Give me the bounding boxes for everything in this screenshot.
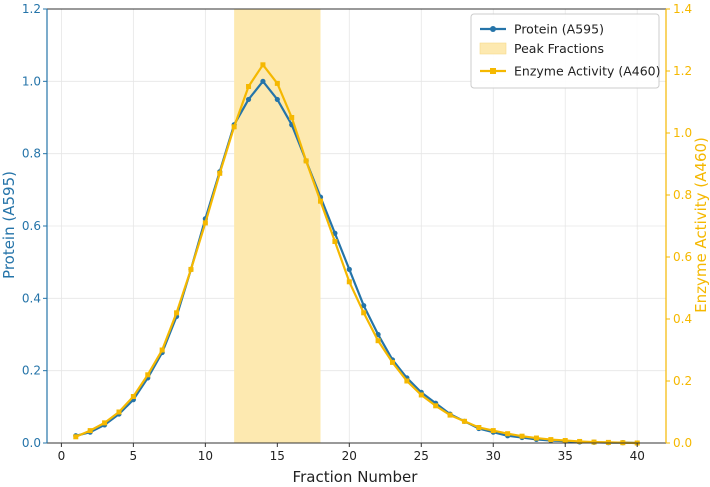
legend-frame bbox=[470, 13, 660, 89]
y-right-tick-label: 0.6 bbox=[673, 250, 692, 264]
data-point bbox=[231, 124, 237, 130]
tick-labels: 0 5 10 15 20 25 30 35 40 0.0 0.2 0.4 0.6 0.8 1.0 1.2 0.0… bbox=[22, 2, 692, 463]
x-tick-label: 15 bbox=[270, 449, 285, 463]
legend-label-protein: Protein (A595) bbox=[514, 22, 604, 37]
data-point bbox=[274, 96, 280, 103]
x-tick-label: 5 bbox=[130, 449, 138, 463]
series-enzyme-activity bbox=[73, 62, 640, 446]
data-point bbox=[130, 394, 136, 399]
legend-entry-protein: Protein (A595) bbox=[480, 22, 604, 37]
shaded-region-layer bbox=[234, 9, 321, 443]
y-right-tick-label: 1.0 bbox=[673, 126, 692, 140]
data-point bbox=[418, 392, 424, 398]
data-point bbox=[346, 266, 352, 272]
data-point bbox=[533, 435, 539, 441]
data-point bbox=[202, 220, 208, 226]
data-point bbox=[461, 418, 467, 424]
data-point bbox=[217, 170, 223, 176]
x-tick-label: 35 bbox=[558, 449, 573, 463]
data-point bbox=[361, 302, 367, 309]
data-point bbox=[577, 438, 583, 444]
data-point bbox=[332, 239, 338, 244]
legend-swatch-protein-marker bbox=[490, 26, 496, 32]
data-point bbox=[116, 409, 122, 415]
x-tick-label: 25 bbox=[414, 449, 429, 463]
y-left-tick-label: 0.0 bbox=[22, 436, 41, 450]
y-left-tick-label: 1.2 bbox=[22, 2, 41, 16]
legend-entry-peak: Peak Fractions bbox=[479, 41, 604, 56]
data-point bbox=[246, 84, 252, 89]
data-point bbox=[591, 439, 597, 445]
y-left-tick-label: 0.6 bbox=[22, 219, 41, 233]
y-right-tick-label: 1.2 bbox=[673, 64, 692, 78]
legend-label-peak: Peak Fractions bbox=[514, 41, 604, 56]
data-point bbox=[519, 433, 525, 439]
data-point bbox=[159, 347, 165, 353]
data-point bbox=[505, 431, 511, 437]
data-point bbox=[332, 230, 338, 236]
y-axis-left-title: Protein (A595) bbox=[0, 171, 18, 279]
data-point bbox=[102, 420, 108, 426]
y-right-tick-label: 0.4 bbox=[673, 312, 692, 326]
y-left-tick-label: 1.0 bbox=[22, 74, 41, 88]
series-layer bbox=[73, 62, 640, 446]
data-point bbox=[188, 266, 194, 272]
x-tick-label: 20 bbox=[342, 449, 357, 463]
data-point bbox=[404, 378, 410, 384]
x-tick-label: 10 bbox=[198, 449, 213, 463]
data-point bbox=[87, 428, 93, 434]
y-right-tick-label: 0.0 bbox=[673, 436, 692, 450]
legend-swatch-peak bbox=[479, 42, 507, 55]
data-point bbox=[361, 310, 367, 316]
x-tick-label: 40 bbox=[630, 449, 645, 463]
legend-swatch-enzyme-marker bbox=[490, 68, 496, 74]
data-point bbox=[605, 439, 611, 445]
data-point bbox=[318, 198, 324, 204]
y-right-tick-label: 0.2 bbox=[673, 374, 692, 388]
data-point bbox=[145, 372, 151, 378]
series-line bbox=[75, 80, 638, 445]
y-left-tick-label: 0.4 bbox=[22, 291, 41, 305]
x-tick-label: 30 bbox=[486, 449, 501, 463]
peak-fractions-region bbox=[234, 9, 321, 443]
legend: Protein (A595) Peak Fractions Enzyme Act… bbox=[470, 13, 661, 89]
y-left-tick-label: 0.8 bbox=[22, 147, 41, 161]
data-point bbox=[274, 80, 280, 86]
legend-label-enzyme: Enzyme Activity (A460) bbox=[514, 64, 661, 79]
data-point bbox=[562, 438, 568, 444]
data-point bbox=[375, 338, 381, 344]
data-point bbox=[303, 158, 309, 164]
y-left-tick-label: 0.2 bbox=[22, 364, 41, 378]
data-point bbox=[447, 412, 453, 418]
y-right-tick-label: 0.8 bbox=[673, 188, 692, 202]
x-axis-title: Fraction Number bbox=[293, 468, 419, 486]
data-point bbox=[260, 62, 266, 68]
data-point bbox=[174, 310, 180, 316]
data-point bbox=[245, 96, 252, 103]
data-point bbox=[548, 437, 554, 443]
data-point bbox=[260, 78, 266, 84]
data-point bbox=[476, 425, 482, 430]
data-point bbox=[289, 115, 295, 120]
series-line bbox=[75, 63, 638, 445]
data-point bbox=[346, 279, 352, 285]
data-point bbox=[73, 434, 79, 440]
data-point bbox=[389, 359, 395, 365]
x-tick-label: 0 bbox=[58, 449, 66, 463]
y-axis-right-title: Enzyme Activity (A460) bbox=[692, 137, 710, 313]
series-protein bbox=[73, 78, 640, 446]
y-right-tick-label: 1.4 bbox=[673, 2, 692, 16]
data-point bbox=[433, 403, 439, 409]
legend-entry-enzyme: Enzyme Activity (A460) bbox=[480, 64, 661, 79]
data-point bbox=[490, 428, 496, 434]
